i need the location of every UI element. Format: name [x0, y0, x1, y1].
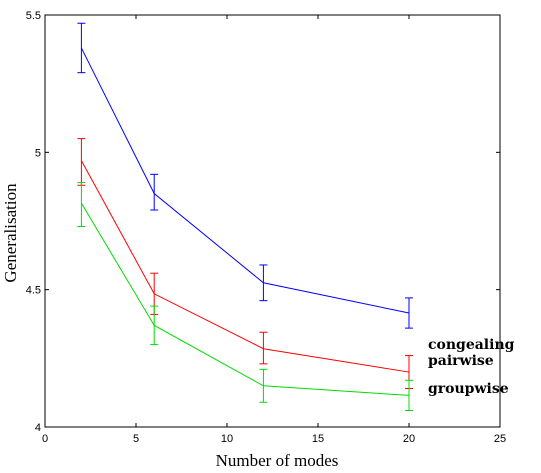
y-tick-label: 4 [35, 422, 41, 434]
legend-entry-pairwise: pairwise [428, 353, 494, 369]
x-tick-label: 10 [221, 433, 233, 445]
series-line [80, 160, 410, 373]
axis-ticks [44, 14, 501, 428]
series-pairwise [77, 138, 413, 390]
x-axis-label: Number of modes [216, 451, 339, 470]
y-tick-label: 5.5 [26, 10, 41, 22]
x-tick-label: 5 [133, 433, 139, 445]
series-line [80, 202, 410, 396]
x-tick-label: 25 [494, 433, 506, 445]
plot-frame [44, 14, 501, 428]
series-line [80, 47, 410, 314]
series-groupwise [77, 182, 413, 412]
error-bar [259, 331, 268, 365]
series-congealing [77, 22, 413, 329]
x-tick-label: 15 [312, 433, 324, 445]
error-bar [77, 182, 86, 227]
y-axis-label: Generalisation [1, 183, 20, 283]
x-tick-label: 20 [403, 433, 415, 445]
error-bar [150, 173, 159, 211]
y-tick-label: 4.5 [26, 285, 41, 297]
tick-labels: 0 5 10 15 20 25 4 4.5 5 5.5 [26, 10, 506, 445]
legend-entry-congealing: congealing [428, 337, 515, 353]
error-bar [77, 138, 86, 186]
x-tick-label: 0 [42, 433, 48, 445]
y-tick-label: 5 [35, 147, 41, 159]
legend-entry-groupwise: groupwise [428, 381, 509, 397]
series-group [77, 22, 413, 412]
